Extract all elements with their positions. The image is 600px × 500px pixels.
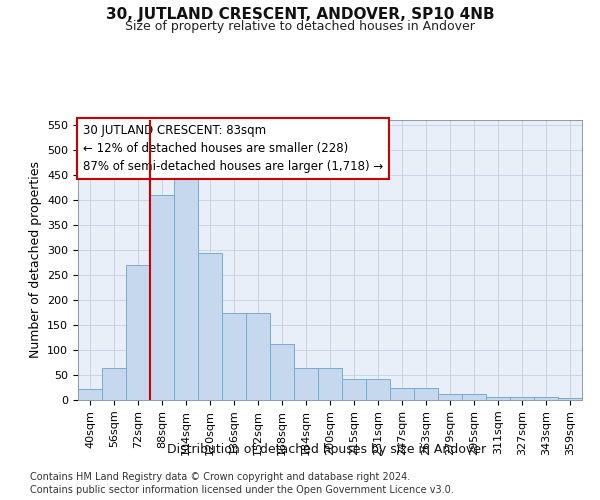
Bar [414,388,438,400]
Bar [102,368,126,400]
Bar [174,172,198,400]
Bar [78,389,102,400]
Bar [318,368,342,400]
Text: Contains HM Land Registry data © Crown copyright and database right 2024.: Contains HM Land Registry data © Crown c… [30,472,410,482]
Bar [366,378,390,400]
Bar [486,396,510,400]
Bar [150,195,174,400]
Text: 30 JUTLAND CRESCENT: 83sqm
← 12% of detached houses are smaller (228)
87% of sem: 30 JUTLAND CRESCENT: 83sqm ← 12% of deta… [83,124,383,173]
Bar [390,388,414,400]
Bar [438,394,462,400]
Text: Contains public sector information licensed under the Open Government Licence v3: Contains public sector information licen… [30,485,454,495]
Bar [246,312,270,400]
Text: Size of property relative to detached houses in Andover: Size of property relative to detached ho… [125,20,475,33]
Bar [510,396,534,400]
Bar [270,344,294,400]
Bar [558,398,582,400]
Bar [534,397,558,400]
Text: Distribution of detached houses by size in Andover: Distribution of detached houses by size … [167,442,487,456]
Bar [222,312,246,400]
Bar [462,394,486,400]
Bar [342,378,366,400]
Y-axis label: Number of detached properties: Number of detached properties [29,162,41,358]
Bar [294,368,318,400]
Bar [198,252,222,400]
Bar [126,265,150,400]
Text: 30, JUTLAND CRESCENT, ANDOVER, SP10 4NB: 30, JUTLAND CRESCENT, ANDOVER, SP10 4NB [106,8,494,22]
